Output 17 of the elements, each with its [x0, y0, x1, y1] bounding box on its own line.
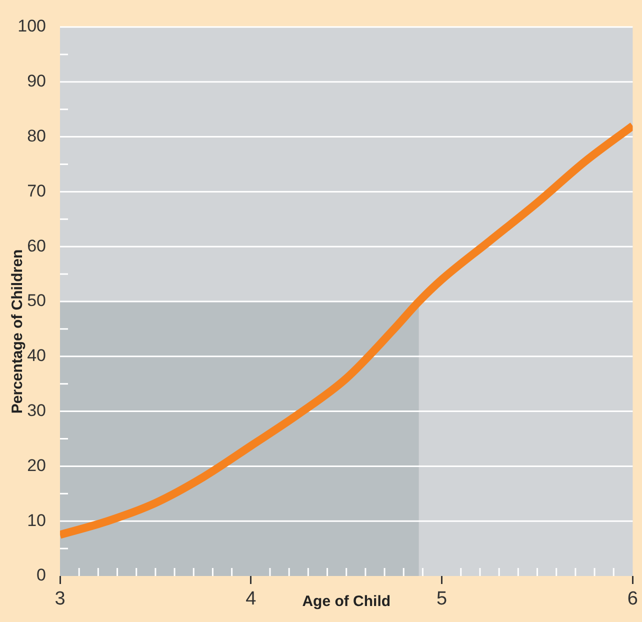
x-tick-label: 3	[54, 588, 66, 610]
y-tick-label: 90	[27, 72, 46, 91]
y-tick-label: 100	[18, 16, 46, 36]
y-tick-label: 30	[27, 400, 46, 420]
y-tick-label: 0	[36, 566, 46, 585]
x-axis-title: Age of Child	[302, 593, 391, 610]
y-tick-label: 80	[27, 126, 46, 146]
x-tick-label: 6	[627, 588, 638, 610]
y-tick-label: 60	[27, 236, 46, 256]
x-tick-label: 4	[246, 588, 257, 610]
y-axis-title: Percentage of Children	[9, 249, 26, 414]
y-tick-label: 70	[27, 181, 46, 200]
y-tick-label: 20	[27, 456, 46, 475]
x-tick-label: 5	[436, 588, 448, 610]
y-tick-label: 10	[27, 510, 46, 530]
y-tick-label: 50	[27, 291, 46, 310]
y-tick-label: 40	[27, 346, 46, 366]
